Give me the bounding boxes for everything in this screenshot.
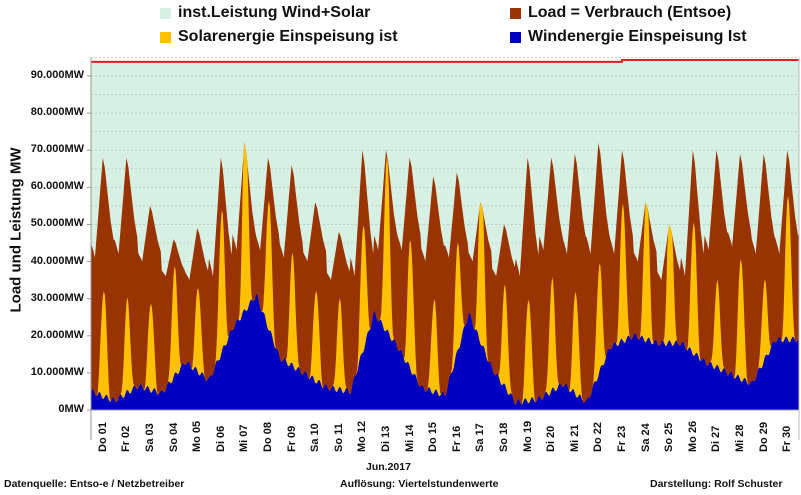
legend-item-installed: inst.Leistung Wind+Solar bbox=[160, 4, 370, 22]
y-tick-label: 10.000MW bbox=[30, 365, 84, 378]
legend-label-load: Load = Verbrauch (Entsoe) bbox=[528, 4, 732, 21]
legend-swatch-load bbox=[510, 7, 521, 19]
x-axis-title: Jun.2017 bbox=[366, 461, 411, 473]
wind-area bbox=[91, 293, 799, 410]
y-tick-label: 80.000MW bbox=[30, 106, 84, 119]
y-tick-label: 90.000MW bbox=[30, 69, 84, 81]
legend-label-installed: inst.Leistung Wind+Solar bbox=[178, 4, 371, 21]
y-tick-label: 30.000MW bbox=[30, 291, 84, 304]
installed-capacity-line bbox=[91, 59, 799, 63]
footer-source: Datenquelle: Entso-e / Netzbetreiber bbox=[4, 478, 185, 490]
y-tick-label: 70.000MW bbox=[30, 143, 84, 156]
y-tick-label: 50.000MW bbox=[30, 217, 84, 230]
legend-swatch-solar bbox=[160, 31, 171, 43]
legend-label-solar: Solarenergie Einspeisung ist bbox=[178, 28, 398, 45]
legend-swatch-wind bbox=[510, 31, 521, 43]
y-tick-label: 20.000MW bbox=[30, 328, 84, 341]
footer-resolution: Auflösung: Viertelstundenwerte bbox=[340, 478, 499, 490]
legend-label-wind: Windenergie Einspeisung Ist bbox=[528, 28, 747, 45]
legend-item-load: Load = Verbrauch (Entsoe) bbox=[510, 4, 731, 22]
y-tick-label: 0MW bbox=[58, 403, 84, 415]
footer-author: Darstellung: Rolf Schuster bbox=[650, 478, 783, 490]
legend-item-solar: Solarenergie Einspeisung ist bbox=[160, 28, 398, 46]
legend-swatch-installed bbox=[160, 7, 171, 19]
y-tick-label: 40.000MW bbox=[30, 254, 84, 267]
legend-item-wind: Windenergie Einspeisung Ist bbox=[510, 28, 747, 46]
y-tick-label: 60.000MW bbox=[30, 180, 84, 193]
